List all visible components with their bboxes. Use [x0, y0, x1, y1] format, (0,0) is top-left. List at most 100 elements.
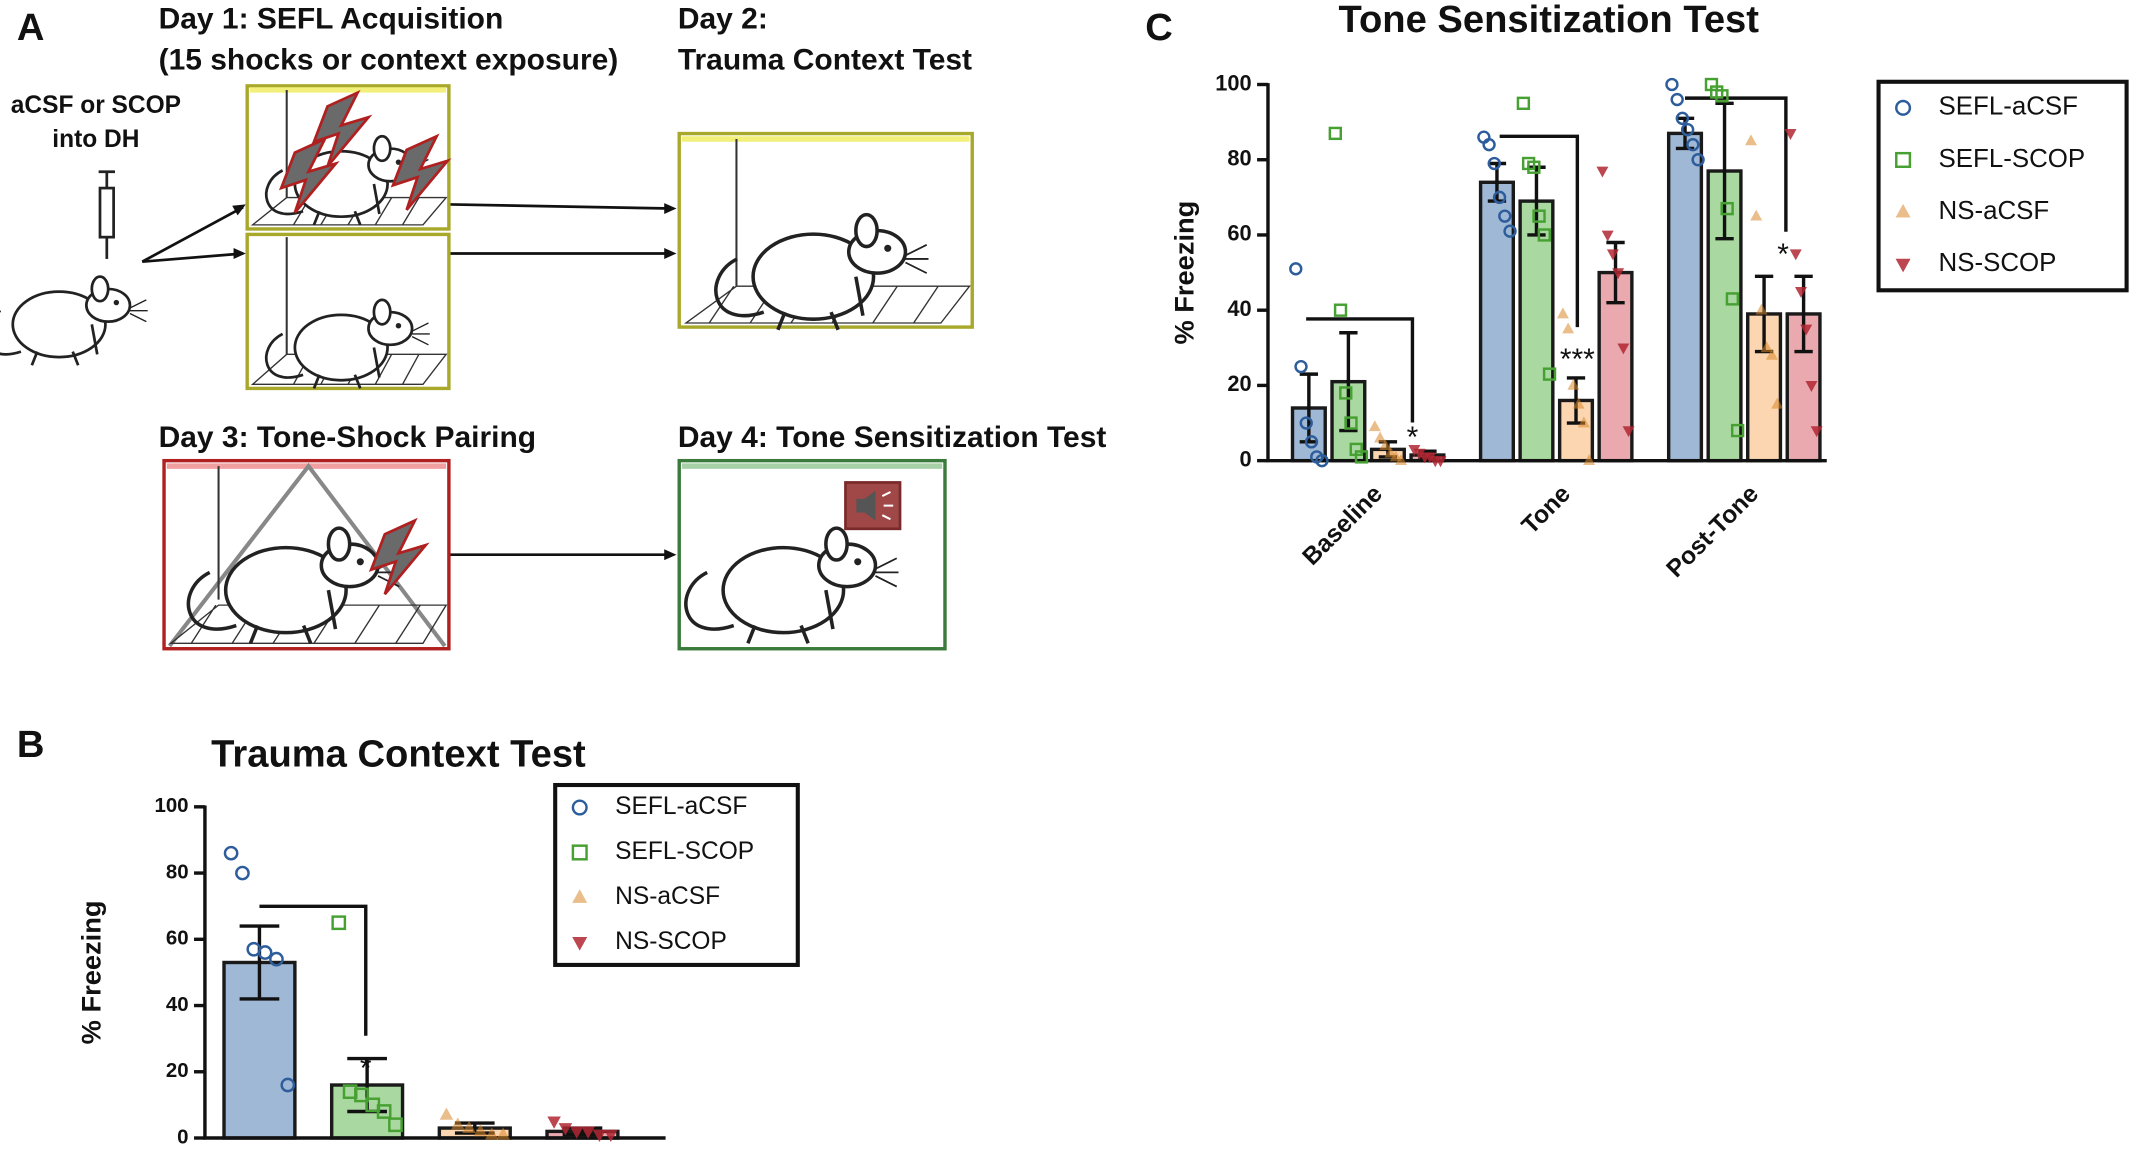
bar: [1666, 131, 1704, 463]
data-point: [558, 1123, 573, 1136]
data-point: [376, 1104, 392, 1119]
panel-label: A: [17, 6, 45, 49]
data-point: [331, 915, 347, 931]
data-point: [1344, 416, 1358, 430]
legend-label: SEFL-aCSF: [1939, 93, 2078, 121]
data-point: [1304, 435, 1319, 449]
arrow-heads: [232, 203, 677, 561]
y-tick-label: 80: [166, 860, 189, 883]
step-title: Day 1: SEFL Acquisition: [159, 2, 504, 35]
data-point: [1680, 122, 1695, 137]
data-point: [1755, 303, 1768, 315]
chart-title: Trauma Context Test: [211, 732, 586, 775]
significance-label: ***: [1560, 343, 1595, 376]
y-tick-label: 0: [177, 1125, 188, 1148]
data-point: [1665, 77, 1679, 92]
y-tick-label: 40: [1227, 296, 1251, 321]
error-bar: [239, 924, 280, 1001]
axis: [203, 805, 666, 1140]
bar: [1478, 180, 1516, 463]
data-point: [1601, 230, 1614, 242]
data-point: [1503, 224, 1517, 238]
data-point: [1800, 324, 1813, 336]
data-point: [462, 1120, 476, 1133]
step-subtitle: Trauma Context Test: [678, 43, 972, 76]
legend-box: [1876, 79, 2129, 293]
data-point: [485, 1127, 499, 1140]
legend-marker: [571, 799, 588, 816]
data-point: [1744, 134, 1757, 146]
y-tick-label: 60: [1227, 221, 1251, 246]
data-point: [1612, 268, 1625, 280]
data-point: [1328, 126, 1342, 141]
data-point: [1379, 439, 1392, 450]
data-point: [1789, 249, 1802, 261]
data-point: [1577, 416, 1590, 428]
step-subtitle: (15 shocks or context exposure): [159, 43, 619, 76]
data-point: [1516, 96, 1531, 110]
panel-label: B: [17, 723, 45, 766]
data-point: [1784, 129, 1797, 140]
legend-marker: [571, 844, 588, 861]
legend-marker: [1895, 99, 1912, 116]
legend-marker: [1895, 258, 1911, 273]
data-point: [1368, 420, 1381, 432]
x-tick-label: Post-Tone: [1661, 480, 1764, 583]
legend-marker: [1895, 203, 1911, 218]
data-point: [1794, 287, 1807, 298]
data-point: [581, 1126, 595, 1139]
legend-box: [553, 782, 800, 967]
step-title: Day 3: Tone-Shock Pairing: [159, 421, 536, 454]
data-point: [354, 1087, 369, 1103]
y-tick-label: 80: [1227, 145, 1251, 170]
data-point: [1606, 249, 1619, 261]
data-point: [1395, 454, 1407, 466]
data-point: [496, 1127, 510, 1140]
data-point: [1299, 416, 1313, 430]
bar-chart: Trauma Context Test % Freezing 0 20 40 60 80 10…: [75, 732, 800, 1148]
legend-marker: [1895, 151, 1912, 169]
data-point: [1730, 423, 1745, 438]
data-point: [280, 1077, 296, 1093]
x-tick-label: Tone: [1517, 480, 1576, 539]
data-point: [1492, 190, 1507, 205]
y-tick-label: 20: [1227, 371, 1251, 396]
data-point: [1434, 456, 1447, 468]
data-point: [1424, 452, 1437, 464]
data-point: [1354, 450, 1369, 464]
error-bar: [1339, 331, 1358, 433]
data-point: [1622, 426, 1635, 438]
data-point: [1562, 322, 1575, 334]
data-point: [1810, 426, 1823, 438]
data-point: [1498, 209, 1512, 223]
data-point: [1750, 209, 1763, 221]
data-point: [1670, 92, 1684, 107]
data-point: [1527, 160, 1541, 174]
data-point: [1691, 153, 1705, 167]
data-point: [1556, 307, 1569, 319]
significance-label: *: [1777, 238, 1789, 271]
legend-label: SEFL-SCOP: [1939, 145, 2086, 173]
data-point: [1715, 89, 1729, 103]
diagram: A B C Day 1: SEFL Acquisition (15 shocks…: [0, 2, 1173, 766]
significance-label: *: [360, 1052, 372, 1085]
data-point: [604, 1129, 618, 1143]
y-tick-label: 100: [154, 794, 188, 817]
data-point: [1675, 111, 1690, 126]
data-point: [1482, 138, 1496, 152]
data-point: [439, 1107, 454, 1120]
data-point: [1542, 367, 1557, 381]
data-point: [1725, 292, 1740, 306]
y-tick-label: 20: [166, 1059, 189, 1082]
data-point: [592, 1129, 607, 1143]
data-point: [1294, 359, 1308, 374]
data-point: [1771, 397, 1784, 409]
y-tick-label: 100: [1215, 70, 1251, 95]
data-point: [1487, 156, 1502, 171]
data-point: [235, 865, 250, 881]
panel-label: C: [1145, 6, 1173, 49]
data-point: [451, 1117, 465, 1130]
data-point: [388, 1117, 403, 1133]
legend-label: SEFL-SCOP: [615, 838, 754, 865]
